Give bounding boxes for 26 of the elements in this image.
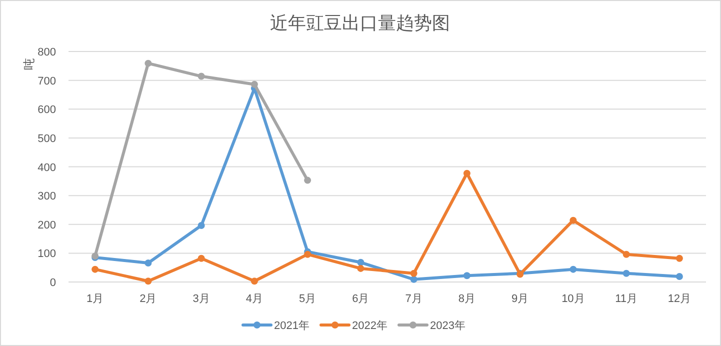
chart-title: 近年豇豆出口量趋势图: [270, 13, 450, 33]
x-tick-label: 8月: [458, 293, 476, 305]
x-tick-label: 7月: [405, 293, 422, 305]
y-axis-title: 吨: [22, 58, 36, 70]
x-tick-label: 3月: [192, 293, 210, 305]
x-tick-label: 9月: [512, 293, 529, 305]
legend-label: 2022年: [352, 320, 388, 332]
x-tick-label: 1月: [86, 293, 104, 305]
x-tick-label: 4月: [246, 293, 263, 305]
y-tick-label: 300: [38, 190, 56, 203]
x-tick-label: 11月: [615, 293, 638, 305]
x-tick-label: 10月: [562, 293, 585, 305]
y-tick-label: 0: [50, 277, 56, 289]
y-tick-label: 100: [38, 248, 56, 260]
y-tick-label: 600: [38, 104, 56, 116]
x-tick-label: 5月: [299, 293, 316, 305]
legend-label: 2021年: [274, 320, 310, 332]
x-tick-label: 6月: [352, 293, 370, 305]
x-tick-label: 12月: [668, 293, 692, 305]
y-tick-label: 500: [38, 132, 56, 145]
y-tick-label: 700: [38, 75, 56, 88]
y-tick-label: 400: [38, 162, 56, 174]
y-tick-label: 200: [38, 219, 56, 232]
x-tick-label: 2月: [140, 293, 157, 305]
legend-label: 2023年: [430, 320, 466, 332]
y-tick-label: 800: [38, 46, 56, 58]
